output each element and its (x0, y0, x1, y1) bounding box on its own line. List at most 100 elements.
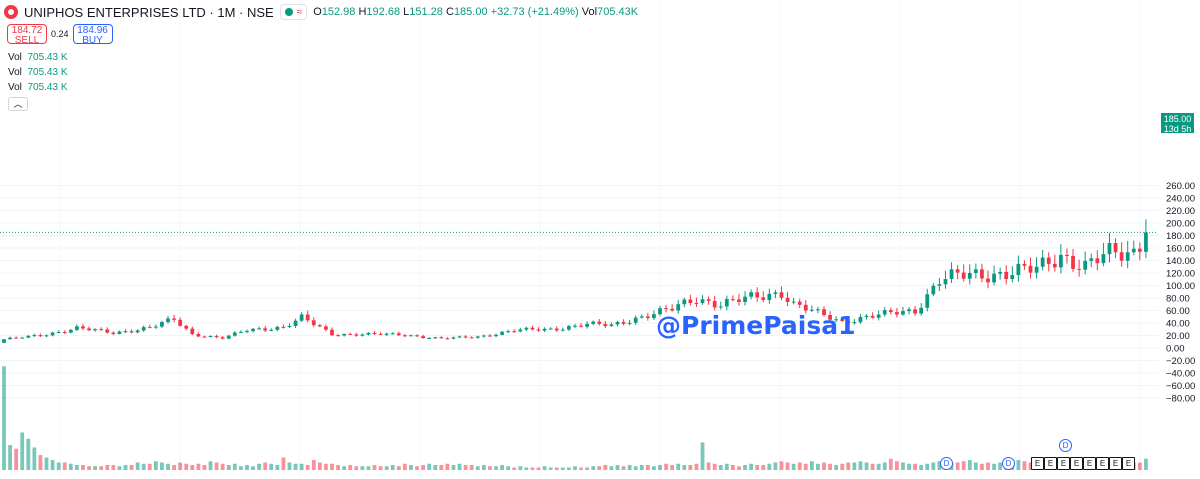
volume-bar (433, 465, 438, 470)
volume-bar (779, 461, 784, 470)
candle-body (160, 322, 164, 327)
symbol-title[interactable]: UNIPHOS ENTERPRISES LTD · 1M · NSE (24, 4, 274, 20)
candle-body (931, 285, 936, 295)
y-tick-label: 0.00 (1166, 344, 1185, 355)
earnings-marker[interactable]: E (1070, 457, 1083, 470)
y-tick-label: 40.00 (1166, 319, 1190, 330)
volume-bar (852, 462, 857, 470)
candle-body (1071, 255, 1075, 269)
volume-bar (980, 463, 984, 470)
candle-body (68, 329, 73, 333)
y-tick-label: 260.00 (1166, 181, 1195, 192)
candle-body (396, 333, 401, 336)
volume-bar (488, 466, 492, 470)
volume-bar (973, 462, 978, 470)
candle-body (530, 327, 535, 330)
candle-body (87, 328, 91, 331)
earnings-marker[interactable]: E (1031, 457, 1044, 470)
candle-body (913, 309, 917, 314)
volume-bar (506, 466, 511, 470)
candle-body (141, 327, 146, 331)
volume-bar (245, 465, 249, 470)
candle-body (664, 308, 668, 310)
volume-bar (299, 463, 304, 470)
volume-bar (166, 463, 170, 470)
candle-body (548, 328, 553, 330)
candle-body (876, 314, 881, 318)
volume-bar (463, 465, 468, 470)
candle-body (184, 325, 189, 329)
y-tick-label: −20.00 (1166, 356, 1195, 367)
market-status-pill[interactable]: ≈ (279, 4, 308, 20)
candle-body (700, 299, 705, 303)
candle-body (973, 269, 978, 273)
earnings-marker[interactable]: E (1122, 457, 1135, 470)
candle-body (506, 331, 511, 333)
earnings-marker[interactable]: E (1044, 457, 1057, 470)
candle-body (937, 284, 942, 286)
volume-legend-2[interactable]: Vol 705.43 K (8, 67, 68, 78)
candle-body (694, 302, 699, 304)
candle-body (305, 314, 310, 321)
dividend-marker[interactable]: D (940, 457, 953, 470)
volume-bar (409, 465, 413, 470)
candle-body (481, 335, 486, 337)
volume-bar (1144, 458, 1148, 470)
candle-body (797, 301, 802, 305)
volume-bar (129, 465, 134, 470)
candle-body (348, 334, 353, 336)
candle-body (542, 328, 547, 331)
candle-body (579, 325, 583, 327)
candle-body (1016, 263, 1021, 276)
volume-bar (135, 462, 140, 470)
buy-button[interactable]: 184.96 BUY (72, 24, 113, 46)
volume-bar (354, 466, 359, 470)
candle-body (573, 325, 577, 327)
volume-bar (518, 466, 523, 470)
candle-body (1028, 265, 1033, 273)
volume-bar (882, 462, 887, 470)
candle-body (870, 315, 875, 318)
volume-bar (658, 465, 662, 470)
volume-bar (68, 463, 73, 470)
candle-body (1034, 266, 1039, 273)
volume-bar (609, 466, 614, 470)
candle-body (1010, 275, 1015, 280)
volume-bar (603, 465, 608, 470)
candle-body (463, 336, 468, 338)
candle-body (992, 273, 996, 283)
volume-legend-1[interactable]: Vol 705.43 K (8, 52, 68, 63)
candle-body (293, 320, 298, 326)
candle-body (1046, 257, 1051, 264)
candle-body (500, 331, 504, 335)
volume-bar (755, 465, 760, 470)
volume-bar (220, 463, 225, 470)
dividend-marker[interactable]: D (1002, 457, 1015, 470)
volume-bar (62, 462, 67, 470)
volume-bar (712, 463, 717, 470)
candle-body (390, 333, 395, 335)
dividend-marker[interactable]: D (1059, 439, 1072, 452)
sell-button[interactable]: 184.72 SELL (7, 24, 47, 46)
earnings-marker[interactable]: E (1057, 457, 1070, 470)
earnings-marker[interactable]: E (1083, 457, 1096, 470)
candle-body (591, 321, 596, 324)
candle-body (147, 327, 152, 329)
candle-body (1040, 257, 1045, 267)
volume-bar (293, 463, 298, 470)
chevron-up-icon[interactable]: ︿ (8, 97, 28, 111)
earnings-marker[interactable]: E (1096, 457, 1109, 470)
earnings-marker[interactable]: E (1109, 457, 1122, 470)
volume-bar (1016, 460, 1021, 470)
volume-bar (378, 466, 383, 470)
candle-body (773, 292, 778, 294)
candle-body (251, 328, 255, 332)
volume-bar (50, 460, 55, 470)
volume-bar (403, 463, 407, 470)
candle-body (208, 336, 213, 338)
volume-legend-3[interactable]: Vol 705.43 K (8, 82, 68, 93)
candle-body (415, 335, 419, 337)
volume-bar (925, 463, 930, 470)
